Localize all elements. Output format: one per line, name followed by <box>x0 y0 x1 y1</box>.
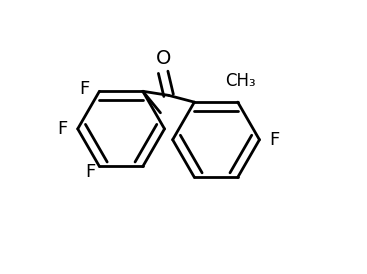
Text: F: F <box>79 79 90 98</box>
Text: CH₃: CH₃ <box>225 72 256 90</box>
Text: F: F <box>85 163 95 181</box>
Text: O: O <box>156 49 171 68</box>
Text: F: F <box>269 131 280 149</box>
Text: F: F <box>58 120 68 138</box>
